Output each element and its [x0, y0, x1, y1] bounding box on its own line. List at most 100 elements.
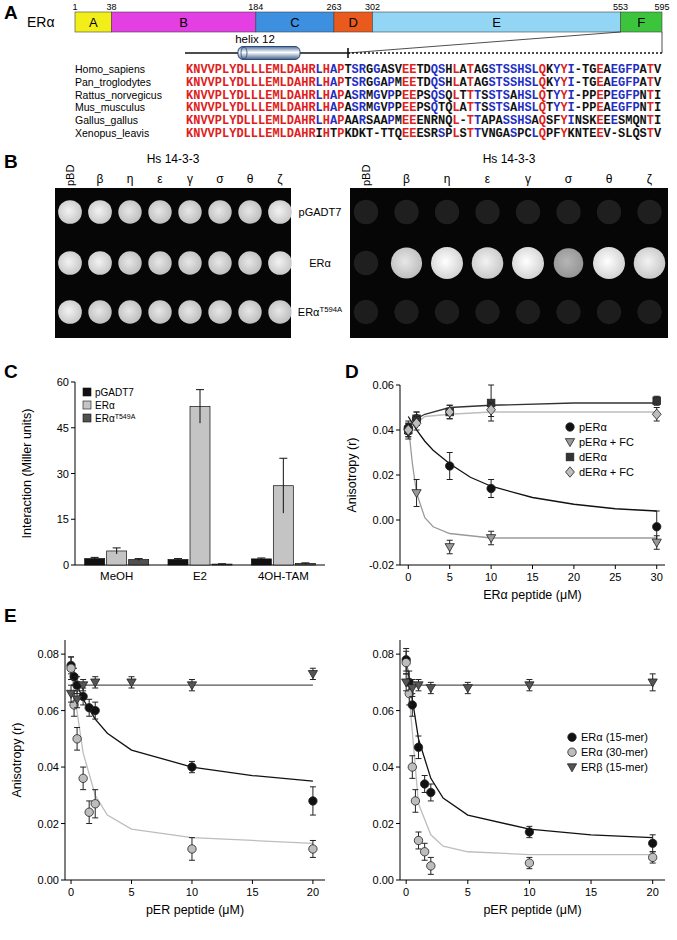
- error-cap: [86, 823, 92, 824]
- marker: [463, 685, 472, 693]
- x-tick-label: 0: [403, 886, 409, 898]
- y-tick-label: 0.00: [373, 874, 394, 886]
- marker: [426, 685, 435, 693]
- x-tick: [491, 565, 492, 569]
- y-tick-label: 0.04: [373, 424, 394, 436]
- y-tick-label: 0.04: [38, 761, 59, 773]
- error-cap: [92, 789, 98, 790]
- error-cap: [654, 407, 660, 408]
- error-cap: [405, 439, 411, 440]
- domain-label: D: [348, 15, 357, 30]
- marker: [188, 763, 196, 771]
- y-tick: [396, 520, 400, 521]
- marker: [525, 859, 533, 867]
- marker: [404, 425, 413, 436]
- colony: [88, 200, 112, 224]
- error-cap: [415, 848, 421, 849]
- species-name: Homo_sapiens: [75, 63, 145, 75]
- error-cap: [68, 685, 74, 686]
- colony: [268, 200, 292, 224]
- marker: [188, 845, 196, 853]
- x-axis: [65, 880, 325, 881]
- y-tick-label: 15: [57, 513, 69, 525]
- residue: D: [287, 127, 294, 141]
- error-cap: [488, 385, 494, 386]
- error-cap: [488, 497, 494, 498]
- error-cap: [465, 682, 471, 683]
- y-tick-label: 0.06: [38, 705, 59, 717]
- residue: S: [618, 127, 625, 141]
- domain: [334, 12, 373, 32]
- x-tick: [408, 565, 409, 569]
- x-tick: [656, 565, 657, 569]
- residue: T: [474, 127, 481, 141]
- scatter-chart: 0.000.020.040.060.0805101520pER peptide …: [373, 640, 665, 917]
- marker: [411, 797, 419, 805]
- residue: E: [596, 127, 603, 141]
- marker: [309, 845, 317, 853]
- error-cap: [447, 418, 453, 419]
- y-tick-label: 60: [57, 376, 69, 388]
- error-cap: [488, 531, 494, 532]
- residue: E: [402, 127, 409, 141]
- error-bar: [257, 558, 265, 560]
- residue: D: [236, 127, 243, 141]
- error-bar: [174, 559, 182, 561]
- domain-label: C: [290, 15, 299, 30]
- domain: [372, 12, 620, 32]
- residue-number: 302: [365, 2, 380, 12]
- colony: [554, 248, 584, 278]
- zoom-line: [662, 32, 663, 53]
- error-cap: [135, 558, 143, 559]
- error-cap: [189, 837, 195, 838]
- y-tick-label: 0.02: [38, 818, 59, 830]
- colony: [637, 300, 661, 324]
- colony: [556, 200, 580, 224]
- error-cap: [428, 682, 434, 683]
- error-cap: [406, 671, 412, 672]
- marker: [445, 462, 453, 470]
- column-label: ε: [157, 172, 163, 186]
- y-tick-label: 0.00: [373, 514, 394, 526]
- error-cap: [405, 436, 411, 437]
- marker: [525, 828, 533, 836]
- bar: [212, 564, 232, 566]
- residue-number: 1: [72, 2, 77, 12]
- x-tick-label: 10: [186, 886, 198, 898]
- colony: [354, 300, 378, 324]
- marker: [567, 764, 576, 772]
- colony: [634, 247, 666, 279]
- y-tick-label: 0.02: [373, 818, 394, 830]
- error-cap: [428, 784, 434, 785]
- y-tick: [396, 565, 400, 566]
- scatter-chart: -0.020.000.020.040.06Anisotropy (r)05101…: [345, 379, 665, 602]
- column-label: σ: [565, 172, 573, 186]
- colony: [238, 300, 261, 323]
- error-cap: [71, 716, 77, 717]
- column-label: ζ: [277, 172, 283, 186]
- x-tick: [406, 880, 407, 884]
- plot-area: [66, 657, 317, 860]
- marker: [566, 423, 574, 431]
- error-cap: [488, 416, 494, 417]
- colony: [58, 251, 82, 275]
- error-cap: [414, 430, 420, 431]
- residue: M: [272, 127, 279, 141]
- colony: [431, 247, 463, 279]
- error-cap: [414, 416, 420, 417]
- fit-curve: [408, 426, 656, 539]
- colony: [118, 300, 141, 323]
- error-cap: [650, 673, 656, 674]
- species-name: Mus_musculus: [75, 101, 145, 113]
- fit-curve: [406, 660, 653, 855]
- error-bar: [196, 390, 204, 424]
- colony: [148, 251, 171, 274]
- marker: [73, 735, 81, 743]
- x-tick-label: 5: [465, 886, 471, 898]
- error-cap: [189, 860, 195, 861]
- column-label: γ: [525, 172, 531, 186]
- column-label: σ: [216, 172, 224, 186]
- residue: L: [625, 127, 632, 141]
- error-cap: [447, 553, 453, 554]
- error-cap: [428, 800, 434, 801]
